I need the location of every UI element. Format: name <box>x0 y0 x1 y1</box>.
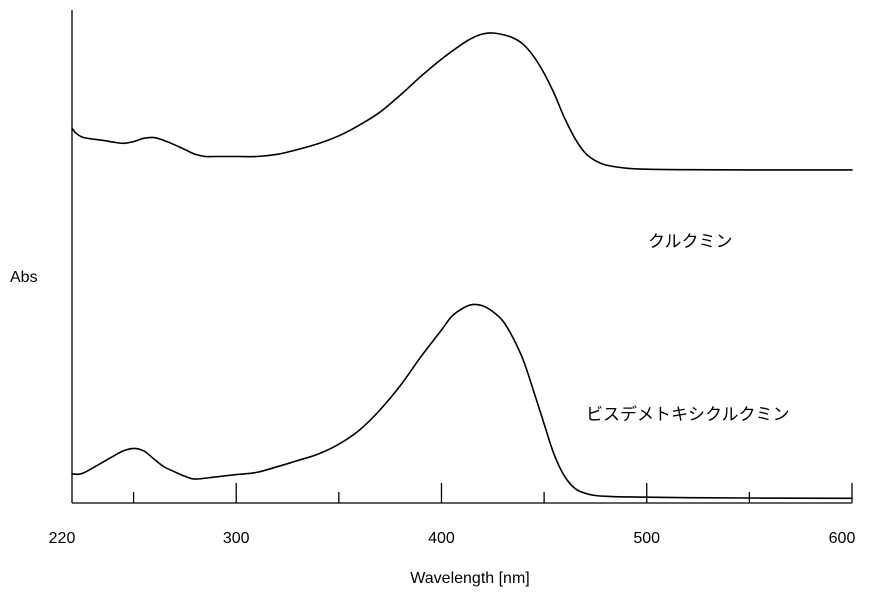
x-axis-label: Wavelength [nm] <box>410 570 529 587</box>
y-axis-label: Abs <box>10 269 38 286</box>
x-tick-label: 400 <box>428 530 455 547</box>
series-label-1: クルクミン <box>648 232 733 252</box>
x-tick-labels: 220 300 400 500 600 <box>49 530 856 547</box>
x-tick-label: 600 <box>829 530 856 547</box>
series-line-2 <box>71 303 853 500</box>
series-label-2: ビスデメトキシクルクミン <box>586 404 790 425</box>
series-line-1 <box>71 32 853 171</box>
x-tick-label: 220 <box>49 530 76 547</box>
series-lines <box>71 32 853 500</box>
x-ticks <box>132 483 853 503</box>
x-tick-label: 300 <box>223 530 250 547</box>
axes <box>71 10 852 504</box>
x-tick-label: 500 <box>633 530 660 547</box>
